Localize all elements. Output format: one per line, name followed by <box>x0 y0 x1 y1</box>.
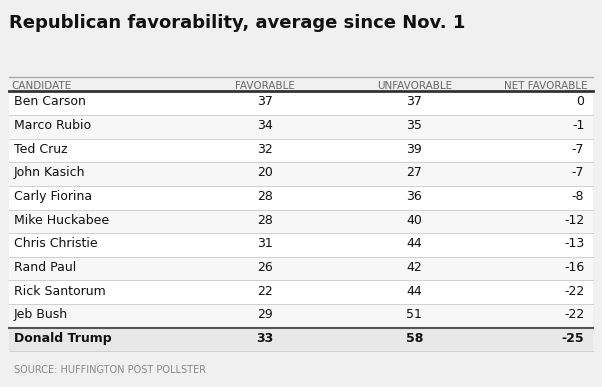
Text: Ben Carson: Ben Carson <box>13 96 85 108</box>
Text: SOURCE: HUFFINGTON POST POLLSTER: SOURCE: HUFFINGTON POST POLLSTER <box>13 365 205 375</box>
Text: -16: -16 <box>564 261 585 274</box>
Text: 28: 28 <box>257 190 273 203</box>
Text: Mike Huckabee: Mike Huckabee <box>13 214 108 227</box>
Text: 33: 33 <box>256 332 274 345</box>
Text: -25: -25 <box>562 332 585 345</box>
Bar <box>9 305 593 328</box>
Text: -7: -7 <box>572 143 585 156</box>
Bar <box>9 281 593 304</box>
Text: 28: 28 <box>257 214 273 227</box>
Text: -13: -13 <box>564 237 585 250</box>
Text: 44: 44 <box>406 237 422 250</box>
Text: 37: 37 <box>257 96 273 108</box>
Text: NET FAVORABLE: NET FAVORABLE <box>504 81 588 91</box>
Text: 42: 42 <box>406 261 422 274</box>
Text: 36: 36 <box>406 190 422 203</box>
Text: Republican favorability, average since Nov. 1: Republican favorability, average since N… <box>9 14 465 32</box>
Text: 32: 32 <box>257 143 273 156</box>
Bar <box>9 116 593 139</box>
Text: 39: 39 <box>406 143 422 156</box>
Text: 44: 44 <box>406 285 422 298</box>
Text: Ted Cruz: Ted Cruz <box>13 143 67 156</box>
Text: FAVORABLE: FAVORABLE <box>235 81 295 91</box>
Bar <box>9 329 593 351</box>
Text: Chris Christie: Chris Christie <box>13 237 97 250</box>
Text: Rick Santorum: Rick Santorum <box>13 285 105 298</box>
Text: Marco Rubio: Marco Rubio <box>13 119 91 132</box>
Bar <box>9 210 593 233</box>
Text: 37: 37 <box>406 96 422 108</box>
Text: CANDIDATE: CANDIDATE <box>11 81 72 91</box>
Text: 58: 58 <box>406 332 423 345</box>
Text: John Kasich: John Kasich <box>13 166 85 180</box>
Text: 29: 29 <box>257 308 273 321</box>
Text: 26: 26 <box>257 261 273 274</box>
Text: -8: -8 <box>572 190 585 203</box>
Text: 40: 40 <box>406 214 422 227</box>
Text: Jeb Bush: Jeb Bush <box>13 308 67 321</box>
Text: Donald Trump: Donald Trump <box>13 332 111 345</box>
Bar <box>9 234 593 257</box>
Text: -22: -22 <box>564 285 585 298</box>
Text: 51: 51 <box>406 308 422 321</box>
Bar <box>9 258 593 281</box>
Text: -7: -7 <box>572 166 585 180</box>
Bar <box>9 163 593 186</box>
Text: 20: 20 <box>257 166 273 180</box>
Bar <box>9 92 593 115</box>
Text: 34: 34 <box>257 119 273 132</box>
Text: 31: 31 <box>257 237 273 250</box>
Text: 22: 22 <box>257 285 273 298</box>
Text: Carly Fiorina: Carly Fiorina <box>13 190 92 203</box>
Text: 27: 27 <box>406 166 422 180</box>
Text: -1: -1 <box>572 119 585 132</box>
Text: -22: -22 <box>564 308 585 321</box>
Text: -12: -12 <box>564 214 585 227</box>
Text: 0: 0 <box>576 96 585 108</box>
Bar <box>9 139 593 162</box>
Bar <box>9 187 593 209</box>
Text: 35: 35 <box>406 119 422 132</box>
Text: UNFAVORABLE: UNFAVORABLE <box>377 81 452 91</box>
Text: Rand Paul: Rand Paul <box>13 261 76 274</box>
